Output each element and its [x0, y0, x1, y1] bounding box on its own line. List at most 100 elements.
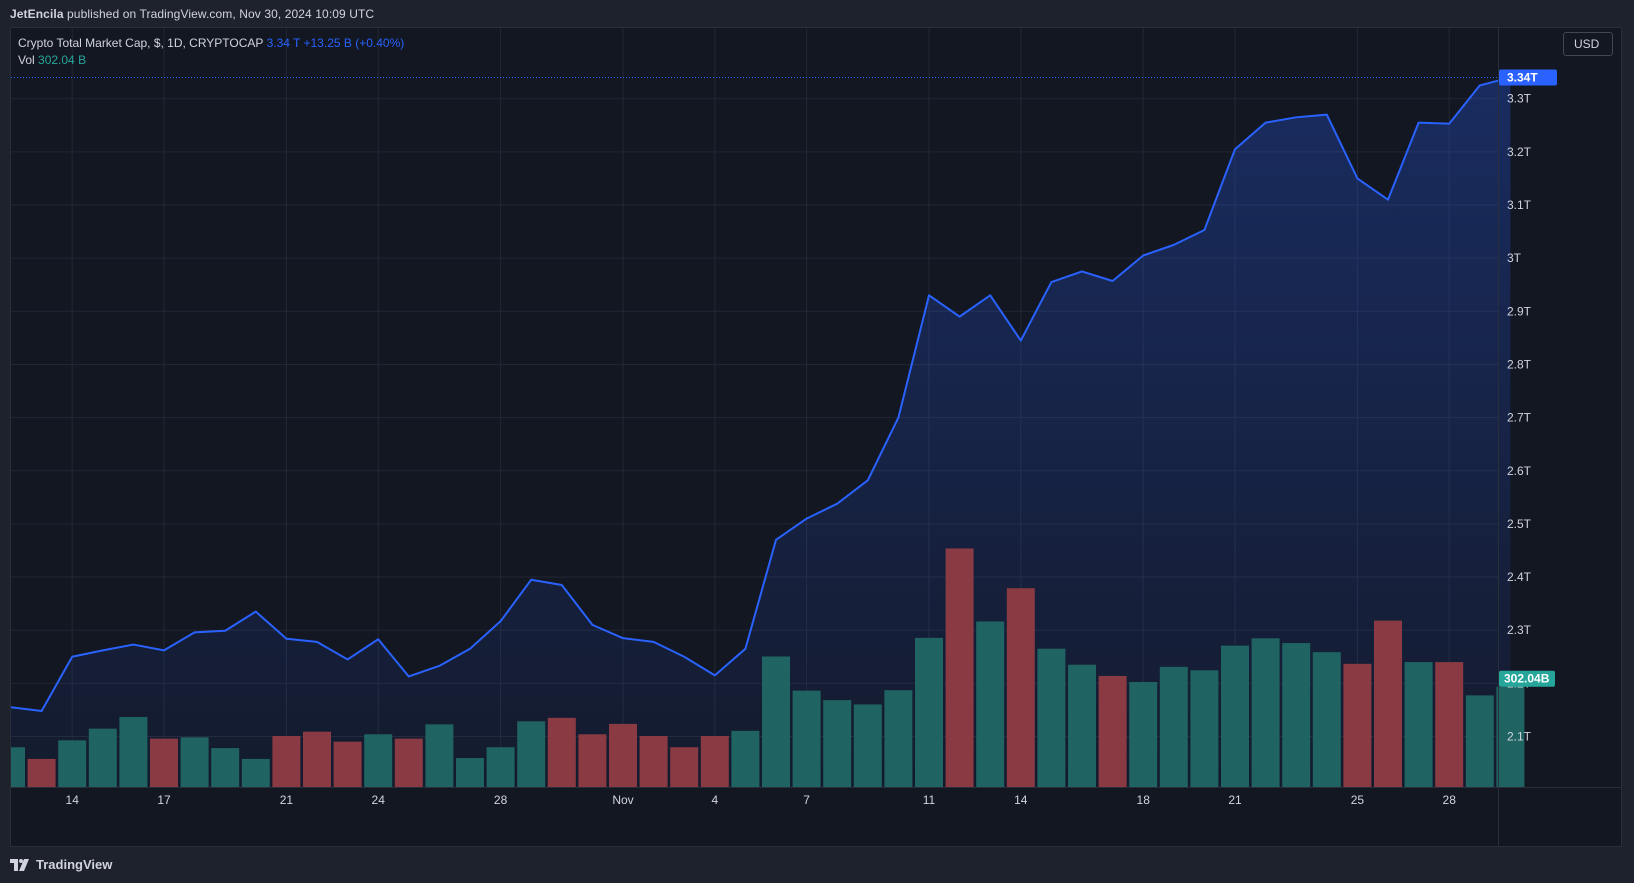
volume-bar	[1496, 686, 1525, 787]
y-tick-label: 2.4T	[1507, 570, 1532, 584]
volume-bar	[731, 730, 760, 787]
last-price-badge	[1499, 69, 1557, 86]
volume-bar	[976, 621, 1005, 787]
price-point	[163, 649, 165, 652]
price-point	[499, 620, 502, 622]
volume-bar	[425, 724, 454, 787]
volume-bar	[58, 740, 87, 787]
volume-bar	[456, 758, 484, 787]
price-point	[1264, 121, 1267, 124]
volume-bar	[1282, 643, 1311, 787]
last-price-badge-label: 3.34T	[1507, 70, 1538, 84]
price-point	[928, 294, 930, 297]
currency-button[interactable]: USD	[1563, 32, 1613, 56]
price-line	[11, 76, 1511, 712]
price-point	[897, 416, 900, 419]
price-point	[1111, 280, 1114, 282]
price-point	[714, 674, 716, 677]
volume-bar	[486, 747, 515, 787]
volume-bar	[884, 690, 913, 787]
volume-bar	[1159, 666, 1188, 787]
tradingview-logo[interactable]: TradingView	[10, 857, 112, 872]
price-point	[1173, 244, 1175, 246]
tradingview-logo-icon	[10, 858, 29, 871]
price-point	[622, 637, 624, 639]
price-point	[224, 629, 226, 632]
price-point	[40, 710, 43, 712]
volume-bar	[241, 758, 270, 787]
price-point	[1050, 281, 1053, 283]
value-badges: 3.34T 302.04B	[1499, 69, 1557, 687]
price-point	[346, 658, 349, 661]
y-tick-label: 2.5T	[1507, 517, 1532, 531]
volume-bar	[578, 734, 607, 787]
volume-bar	[670, 747, 699, 787]
volume-bar	[1037, 648, 1066, 787]
price-point	[867, 479, 869, 482]
volume-label[interactable]: Vol	[18, 53, 35, 67]
x-tick-label: 14	[1014, 793, 1028, 807]
volume-bar	[609, 723, 637, 787]
price-point	[469, 648, 471, 650]
x-tick-label: 25	[1351, 793, 1365, 807]
x-tick-label: 21	[280, 793, 294, 807]
x-tick-label: Nov	[612, 793, 633, 807]
volume-bar	[211, 748, 240, 787]
price-point	[591, 624, 594, 626]
price-point	[958, 315, 961, 318]
volume-bar	[1068, 664, 1096, 787]
price-point	[1356, 177, 1359, 180]
volume-bar	[762, 656, 790, 787]
price-point	[1479, 84, 1481, 87]
volume-bar	[1343, 663, 1372, 787]
price-point	[1142, 254, 1144, 257]
y-tick-label: 2.8T	[1507, 357, 1532, 371]
volume-bar	[1251, 638, 1280, 787]
price-point	[652, 641, 655, 643]
volume-bar	[700, 735, 729, 787]
chart-legend: Crypto Total Market Cap, $, 1D, CRYPTOCA…	[18, 35, 404, 69]
price-point	[11, 706, 12, 709]
price-point	[561, 584, 563, 586]
price-point	[775, 539, 777, 541]
price-point	[1387, 198, 1389, 201]
y-tick-label: 2.1T	[1507, 730, 1532, 744]
volume-bar	[823, 700, 852, 787]
price-point	[1081, 270, 1083, 273]
publish-header: JetEncila published on TradingView.com, …	[10, 7, 374, 21]
price-point	[102, 649, 104, 652]
symbol-title[interactable]: Crypto Total Market Cap, $, 1D, CRYPTOCA…	[18, 36, 264, 50]
price-point	[989, 294, 991, 297]
y-tick-label: 2.7T	[1507, 411, 1532, 425]
volume-bar	[792, 690, 821, 787]
volume-bar	[1190, 670, 1219, 787]
volume-bar	[88, 728, 117, 787]
y-tick-label: 3.1T	[1507, 198, 1532, 212]
volume-bar	[1312, 652, 1341, 787]
y-tick-label: 3.3T	[1507, 92, 1532, 106]
volume-bar	[180, 737, 209, 787]
volume-bar	[1221, 645, 1249, 787]
volume-bar	[333, 741, 362, 787]
x-tick-label: 17	[157, 793, 171, 807]
volume-bar	[517, 721, 546, 787]
x-tick-label: 21	[1228, 793, 1242, 807]
price-point	[438, 665, 441, 667]
price-volume-chart[interactable]: 3.3T 3.2T 3.1T 3T 2.9T 2.8T 2.7T 2.6T 2.5T 2.4T 2.…	[11, 28, 1622, 847]
price-point	[530, 578, 532, 581]
volume-bar	[394, 738, 423, 787]
y-tick-label: 3T	[1507, 251, 1522, 265]
x-tick-label: 28	[1443, 793, 1457, 807]
volume-bar	[915, 637, 943, 787]
y-tick-label: 2.3T	[1507, 623, 1532, 637]
volume-bar	[639, 735, 668, 787]
y-tick-label: 2.9T	[1507, 304, 1532, 318]
volume-bar	[1404, 662, 1433, 787]
price-point	[1203, 229, 1206, 231]
volume-bar	[303, 731, 331, 787]
chart-panel[interactable]: 3.3T 3.2T 3.1T 3T 2.9T 2.8T 2.7T 2.6T 2.5T 2.4T 2.…	[10, 27, 1622, 847]
volume-value: 302.04 B	[38, 53, 87, 67]
price-point	[408, 675, 410, 678]
volume-bar	[1098, 675, 1127, 787]
x-tick-label: 14	[66, 793, 80, 807]
